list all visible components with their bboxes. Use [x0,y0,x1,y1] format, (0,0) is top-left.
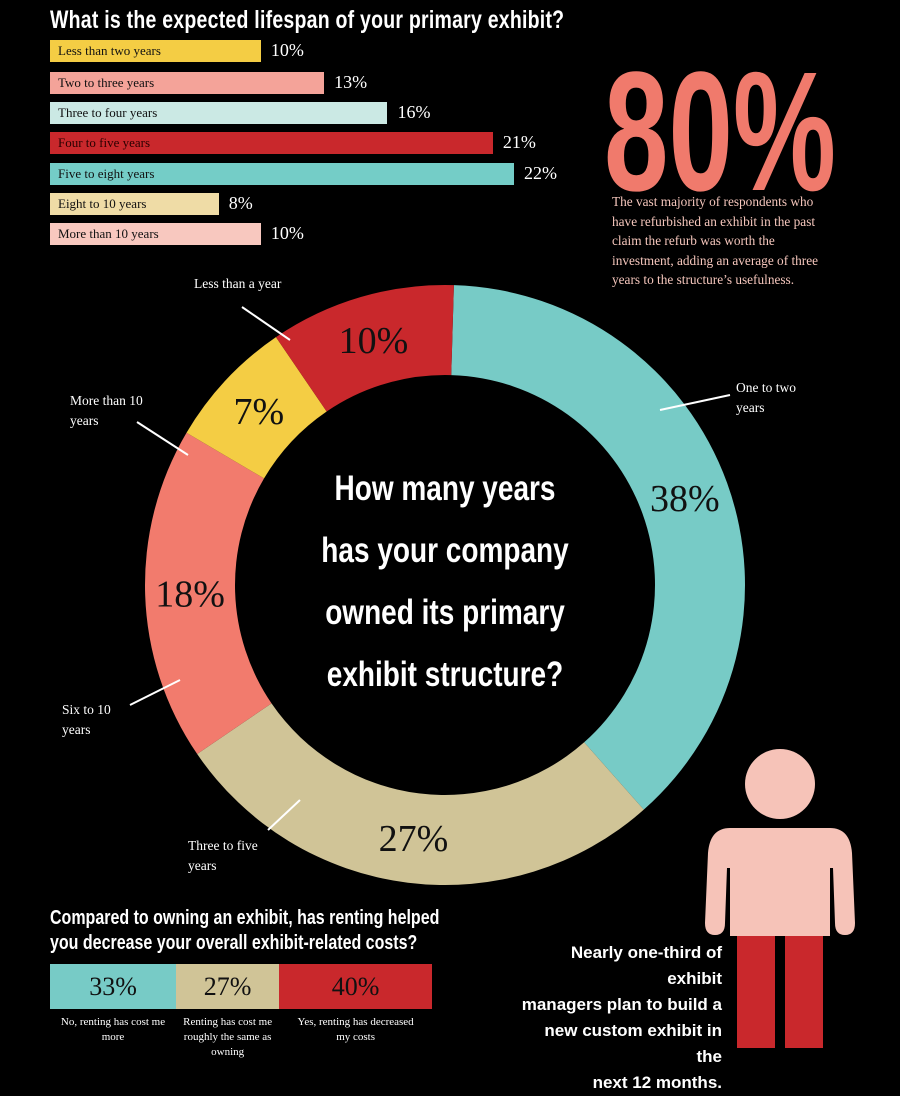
lifespan-bar-label: Eight to 10 years [58,196,147,211]
callout-more-than-10-years: More than 10 years [70,393,143,428]
person-torso [705,828,855,936]
donut-value-label: 38% [650,478,720,520]
donut-slice-less-than-a-year [275,285,454,412]
big-stat-value: 80% [604,52,836,202]
callout-leader-line [267,799,301,831]
big-stat-description: The vast majority of respondents who hav… [612,194,819,287]
callout-leader-line [129,679,181,706]
donut-slice-one-to-two-years [451,285,746,810]
lifespan-bar-value: 10% [270,40,304,60]
renting-caption: Yes, renting has decreased my costs [297,1016,414,1043]
lifespan-bar: Five to eight years [50,163,514,185]
person-left-leg [737,936,775,1048]
renting-title-line2: you decrease your overall exhibit-relate… [50,932,418,954]
person-icon [705,749,855,1048]
lifespan-bar: More than 10 years [50,223,261,245]
donut-value-label: 10% [339,320,409,362]
donut-slice-three-to-five-years [197,703,644,885]
lifespan-bar-label: More than 10 years [58,226,159,241]
lifespan-bar: Less than two years [50,40,261,62]
lifespan-bar-label: Four to five years [58,135,151,150]
lifespan-bar-value: 16% [397,102,431,122]
lifespan-bar-chart: Less than two years 10% Two to three years… [50,40,610,250]
lifespan-bar-value: 8% [228,193,253,213]
lifespan-bar-label: Two to three years [58,75,155,90]
lifespan-bar-label: Three to four years [58,105,158,120]
callout-six-to-10-years: Six to 10 years [62,702,111,737]
callout-one-to-two-years: One to two years [736,380,796,415]
renting-title-line1: Compared to owning an exhibit, has renti… [50,907,440,929]
custom-exhibit-line4: next 12 months. [592,1073,722,1092]
callout-less-than-a-year: Less than a year [194,276,282,291]
renting-segment-value: 40% [331,972,380,1001]
donut-slice-six-to-10-years [145,432,272,755]
person-head [745,749,815,819]
callout-three-to-five-years: Three to five years [188,838,258,873]
renting-stacked-bar: 33% 27% 40% [50,964,432,1009]
custom-exhibit-line3: new custom exhibit in the [544,1021,722,1066]
ownership-donut-chart: 38% 27% 18% 7% 10% [129,285,746,885]
lifespan-bar-label: Five to eight years [58,166,155,181]
renting-caption: Renting has cost me roughly the same as … [183,1016,273,1058]
renting-caption: No, renting has cost me more [60,1016,166,1043]
renting-segment-2: 27% [176,964,280,1009]
lifespan-bar: Two to three years [50,72,325,94]
callout-leader-line [136,421,189,456]
renting-segment-value: 33% [89,972,137,1001]
renting-segment-3: 40% [279,964,432,1009]
custom-exhibit-line2: managers plan to build a [521,995,722,1014]
renting-segment-1: 33% [50,964,177,1009]
renting-title: Compared to owning an exhibit, has renti… [50,906,439,956]
lifespan-bar-label: Less than two years [58,43,161,58]
lifespan-bar: Eight to 10 years [50,193,219,215]
lifespan-bar-value: 10% [270,223,304,243]
donut-value-label: 27% [379,818,449,860]
donut-center-question: How many years has your company owned it… [321,469,569,694]
person-right-leg [785,936,823,1048]
donut-slice-more-than-10-years [186,337,327,479]
custom-exhibit-line1: Nearly one-third of exhibit [570,943,722,988]
big-stat-number: 80% [604,52,836,202]
lifespan-bar: Three to four years [50,102,388,124]
callout-leader-line [659,394,731,411]
renting-segment-value: 27% [203,972,252,1001]
callout-leader-line [241,306,291,341]
donut-value-label: 7% [233,391,284,433]
donut-value-label: 18% [155,573,225,615]
lifespan-bar-value: 21% [502,132,536,152]
lifespan-bar-value: 22% [524,163,557,183]
lifespan-bar-value: 13% [334,72,368,92]
lifespan-bar: Four to five years [50,132,493,154]
custom-exhibit-text: Nearly one-third of exhibit managers pla… [520,940,722,1096]
lifespan-title: What is the expected lifespan of your pr… [50,6,565,34]
